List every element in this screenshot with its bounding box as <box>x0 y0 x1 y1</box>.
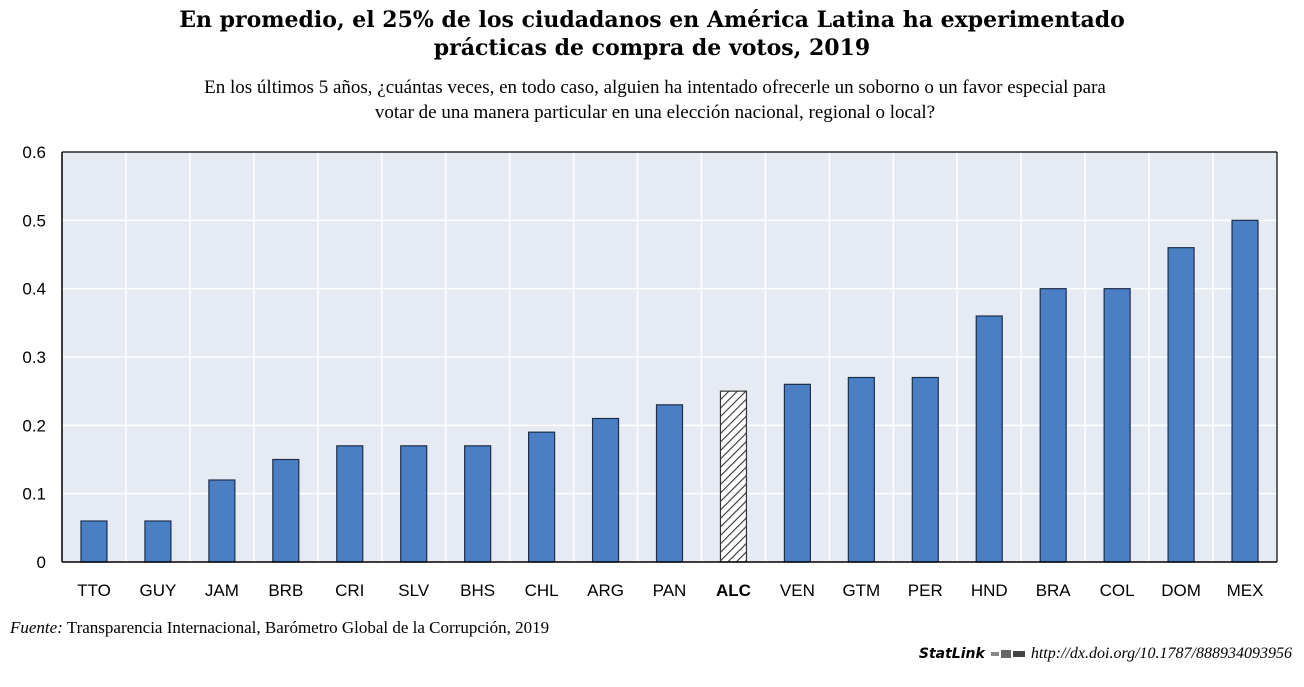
x-tick-label-per: PER <box>908 581 943 600</box>
source-note: Fuente: Transparencia Internacional, Bar… <box>10 618 549 638</box>
bar-tto <box>80 520 108 563</box>
chart-subtitle-line1: En los últimos 5 años, ¿cuántas veces, e… <box>204 77 1106 98</box>
statlink-url[interactable]: http://dx.doi.org/10.1787/888934093956 <box>1030 645 1292 662</box>
x-tick-label-brb: BRB <box>268 581 303 600</box>
statlink-brand: StatLink <box>918 646 985 662</box>
bar-alc <box>719 390 748 563</box>
bar-ven <box>783 383 811 563</box>
bar-guy <box>144 520 172 563</box>
y-tick-label: 0 <box>37 553 46 572</box>
x-tick-label-arg: ARG <box>587 581 624 600</box>
bar-bra <box>1039 288 1067 563</box>
x-tick-label-bhs: BHS <box>460 581 495 600</box>
x-tick-label-gtm: GTM <box>842 581 880 600</box>
x-tick-label-bra: BRA <box>1036 581 1072 600</box>
x-tick-label-alc: ALC <box>716 581 751 600</box>
bar-brb <box>272 458 300 563</box>
y-tick-label: 0.4 <box>22 280 46 299</box>
chart-title: En promedio, el 25% de los ciudadanos en… <box>0 6 1304 62</box>
bar-chl <box>528 431 556 563</box>
chart-subtitle: En los últimos 5 años, ¿cuántas veces, e… <box>60 75 1250 125</box>
x-tick-label-guy: GUY <box>139 581 176 600</box>
bar-cri <box>336 445 364 563</box>
y-tick-label: 0.2 <box>22 416 46 435</box>
bar-hnd <box>975 315 1003 563</box>
bar-col <box>1103 288 1131 563</box>
x-tick-label-cri: CRI <box>335 581 364 600</box>
y-tick-label: 0.1 <box>22 485 46 504</box>
x-tick-label-tto: TTO <box>77 581 111 600</box>
y-tick-label: 0.6 <box>22 143 46 162</box>
y-tick-label: 0.5 <box>22 211 46 230</box>
x-tick-label-jam: JAM <box>205 581 239 600</box>
x-tick-label-ven: VEN <box>780 581 815 600</box>
chart-title-line2: prácticas de compra de votos, 2019 <box>433 35 871 61</box>
y-tick-label: 0.3 <box>22 348 46 367</box>
bar-mex <box>1231 219 1259 563</box>
bar-per <box>911 376 939 563</box>
x-tick-label-slv: SLV <box>398 581 430 600</box>
bar-arg <box>591 417 620 563</box>
x-tick-label-col: COL <box>1100 581 1135 600</box>
chart-title-line1: En promedio, el 25% de los ciudadanos en… <box>179 7 1125 33</box>
bar-dom <box>1167 247 1195 563</box>
x-tick-label-dom: DOM <box>1161 581 1201 600</box>
x-tick-label-pan: PAN <box>653 581 687 600</box>
x-tick-label-mex: MEX <box>1227 581 1264 600</box>
bar-gtm <box>847 376 875 563</box>
x-tick-label-chl: CHL <box>525 581 559 600</box>
statlink-logo-icon <box>990 650 1025 658</box>
bar-jam <box>208 479 236 563</box>
bar-pan <box>655 404 684 563</box>
x-tick-label-hnd: HND <box>971 581 1008 600</box>
plot-area: 0 0.1 0.2 0.3 0.4 0.5 0.6 TTO GUY JAM BRB CRI SLV BHS… <box>22 143 1278 600</box>
chart-subtitle-line2: votar de una manera particular en una el… <box>374 102 936 123</box>
statlink[interactable]: StatLink http://dx.doi.org/10.1787/88893… <box>919 645 1292 663</box>
bar-chart: 0 0.1 0.2 0.3 0.4 0.5 0.6 TTO GUY JAM BRB CRI SLV BHS… <box>22 143 1278 600</box>
bar-slv <box>400 445 428 563</box>
source-label: Fuente: <box>10 618 63 637</box>
bar-bhs <box>464 445 492 563</box>
source-text: Transparencia Internacional, Barómetro G… <box>62 618 550 637</box>
